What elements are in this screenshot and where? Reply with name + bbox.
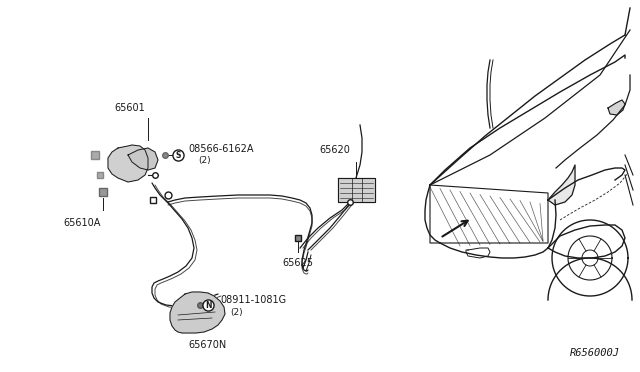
Text: S: S [175, 151, 180, 160]
Polygon shape [108, 145, 148, 182]
Polygon shape [170, 292, 225, 333]
Text: 08911-1081G: 08911-1081G [220, 295, 286, 305]
Text: R656000J: R656000J [570, 348, 620, 358]
Polygon shape [548, 165, 575, 205]
Text: 65625: 65625 [282, 258, 314, 268]
Text: 65670N: 65670N [188, 340, 227, 350]
Polygon shape [128, 148, 158, 170]
Text: (2): (2) [198, 155, 211, 164]
Text: 08566-6162A: 08566-6162A [188, 144, 253, 154]
Text: N: N [205, 301, 211, 310]
Text: 65610A: 65610A [63, 218, 100, 228]
Text: 65601: 65601 [115, 103, 145, 113]
Text: 65620: 65620 [319, 145, 351, 155]
Polygon shape [608, 100, 625, 115]
Polygon shape [338, 178, 375, 202]
Text: (2): (2) [230, 308, 243, 317]
